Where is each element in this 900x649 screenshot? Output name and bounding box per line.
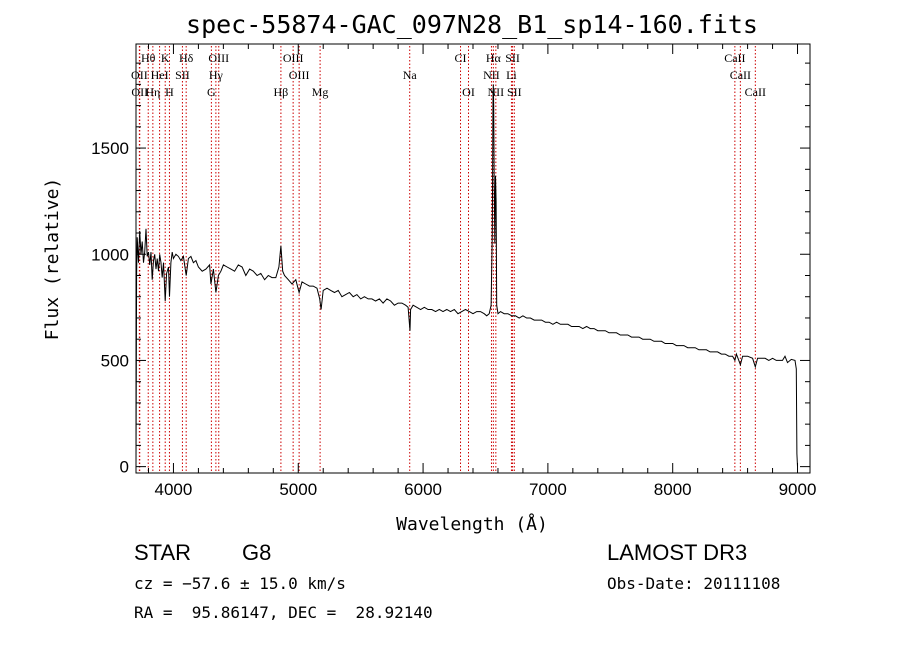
y-tick-label: 500 [101,351,129,370]
spectrum-series-line [135,84,798,467]
chart-title: spec-55874-GAC_097N28_B1_sp14-160.fits [186,10,758,39]
plot-frame [135,43,811,474]
spectral-line-label: SII [507,85,522,99]
spectral-line-label: K [161,51,170,65]
spectral-line-label: NII [483,68,500,82]
y-tick-label: 1000 [91,245,129,264]
y-axis-title: Flux (relative) [42,178,63,341]
x-axis: 4000 5000 6000 7000 8000 9000 [147,44,817,499]
x-tick-label: 5000 [279,480,317,499]
spectral-line-label: OIII [208,51,229,65]
spectral-line-label: OIII [283,51,304,65]
spectral-line-label: SII [175,68,190,82]
x-tick-label: 6000 [404,480,442,499]
spectral-line-label: OIII [289,68,310,82]
spectral-line-label: Hβ [274,85,289,99]
spectral-line-label: Hδ [179,51,194,65]
spectral-line-label: Hγ [209,68,224,82]
spectral-line-label: H [165,85,174,99]
survey-name: LAMOST DR3 [607,540,748,565]
spectral-line-label: NII [488,85,505,99]
y-tick-label: 1500 [91,139,129,158]
object-class: STAR [134,540,192,565]
spectral-line-label: Na [403,68,418,82]
y-tick-label: 0 [120,458,129,477]
spectral-line-label: HeI [151,68,169,82]
x-tick-label: 4000 [155,480,193,499]
spectral-line-label: CaII [724,51,745,65]
observation-date: Obs-Date: 20111108 [607,574,781,593]
spectral-line-label: G [207,85,216,99]
x-tick-label: 8000 [654,480,692,499]
spectral-line-label: Mg [312,85,329,99]
spectral-line-label: Hθ [141,51,156,65]
spectral-line-label: Hα [486,51,502,65]
spectral-line-label: CaII [745,85,766,99]
x-tick-label: 7000 [529,480,567,499]
spectral-line-label: OII [131,68,148,82]
coordinates: RA = 95.86147, DEC = 28.92140 [134,603,433,622]
redshift-value: cz = −57.6 ± 15.0 km/s [134,574,346,593]
spectral-line-label: Li [506,68,517,82]
spectral-line-markers [138,46,756,473]
x-tick-label: 9000 [779,480,817,499]
spectral-line-label: CaII [730,68,751,82]
y-axis: 0 500 1000 1500 [91,62,810,477]
spectral-line-label: SII [505,51,520,65]
spectral-line-label: Hη [145,85,160,99]
x-axis-title: Wavelength (Å) [396,513,548,535]
spectral-line-label: OI [462,85,475,99]
object-subclass: G8 [242,540,272,565]
spectral-line-label: CI [455,51,467,65]
